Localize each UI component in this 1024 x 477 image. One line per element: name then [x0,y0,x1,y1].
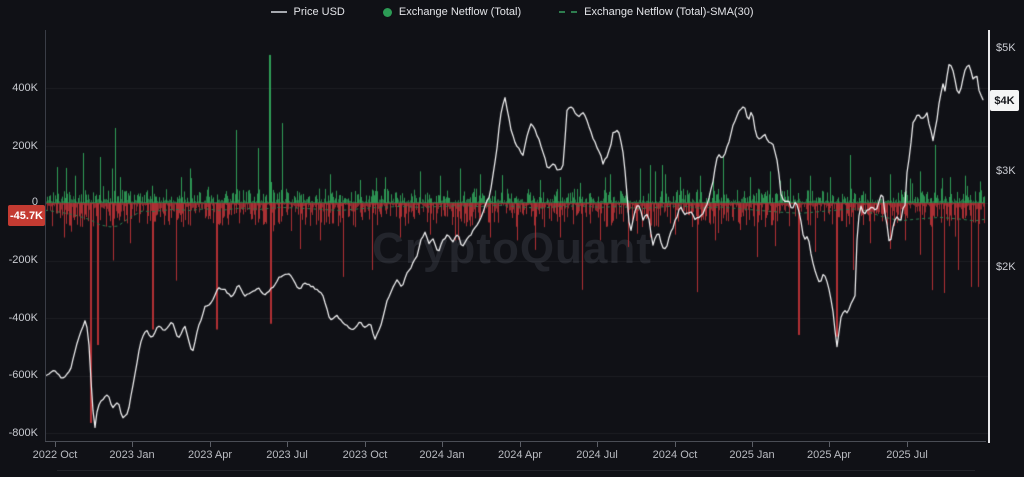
x-axis-tick [675,442,676,447]
x-axis-label: 2023 Oct [342,449,388,461]
legend-label-price: Price USD [293,6,345,18]
price-line-swatch-icon [270,11,287,13]
x-axis-tick [365,442,366,447]
x-axis-label: 2023 Jul [266,449,308,461]
price-axis-label: $3K [996,165,1016,177]
chart-legend: Price USD Exchange Netflow (Total) Excha… [0,4,1024,20]
y-axis-label: -400K [8,312,38,324]
x-axis-label: 2024 Jul [576,449,618,461]
x-axis-tick [132,442,133,447]
netflow-dot-swatch-icon [382,7,392,17]
legend-item-sma[interactable]: Exchange Netflow (Total)-SMA(30) [559,6,753,18]
y-axis-label: 0 [31,196,38,208]
y-axis-label: -600K [8,369,38,381]
x-axis-tick [442,442,443,447]
x-axis-label: 2022 Oct [32,449,78,461]
legend-label-sma: Exchange Netflow (Total)-SMA(30) [584,6,754,18]
x-axis-label: 2025 Apr [806,449,852,461]
x-axis-label: 2023 Apr [187,449,233,461]
x-axis-label: 2025 Jan [729,449,775,461]
right-axis-line [988,30,990,443]
bottom-axis-line [45,441,986,442]
y-axis-label: -200K [8,254,38,266]
x-axis-tick [55,442,56,447]
sma-dash-swatch-icon [559,11,578,13]
bottom-divider-line [57,470,975,471]
price-axis-label: $2K [996,261,1016,273]
x-axis-label: 2023 Jan [109,449,155,461]
left-axis-line [45,30,46,442]
x-axis-label: 2024 Oct [652,449,698,461]
netflow-value-badge: -45.7K [8,205,45,226]
legend-label-netflow: Exchange Netflow (Total) [398,6,522,18]
x-axis-tick [752,442,753,447]
y-axis-label: 400K [12,82,38,94]
price-value-badge: $4K [990,90,1019,111]
x-axis-label: 2025 Jul [886,449,928,461]
x-axis-tick [907,442,908,447]
x-axis-tick [210,442,211,447]
x-axis-tick [520,442,521,447]
x-axis-label: 2024 Apr [497,449,543,461]
price-axis-label: $5K [996,42,1016,54]
y-axis-label: 200K [12,140,38,152]
x-axis-tick [829,442,830,447]
legend-item-netflow[interactable]: Exchange Netflow (Total) [382,6,522,18]
netflow-price-chart-canvas[interactable] [45,30,988,443]
x-axis-tick [287,442,288,447]
x-axis-label: 2024 Jan [419,449,465,461]
legend-item-price[interactable]: Price USD [270,6,345,18]
y-axis-label: -800K [8,427,38,439]
x-axis-tick [597,442,598,447]
